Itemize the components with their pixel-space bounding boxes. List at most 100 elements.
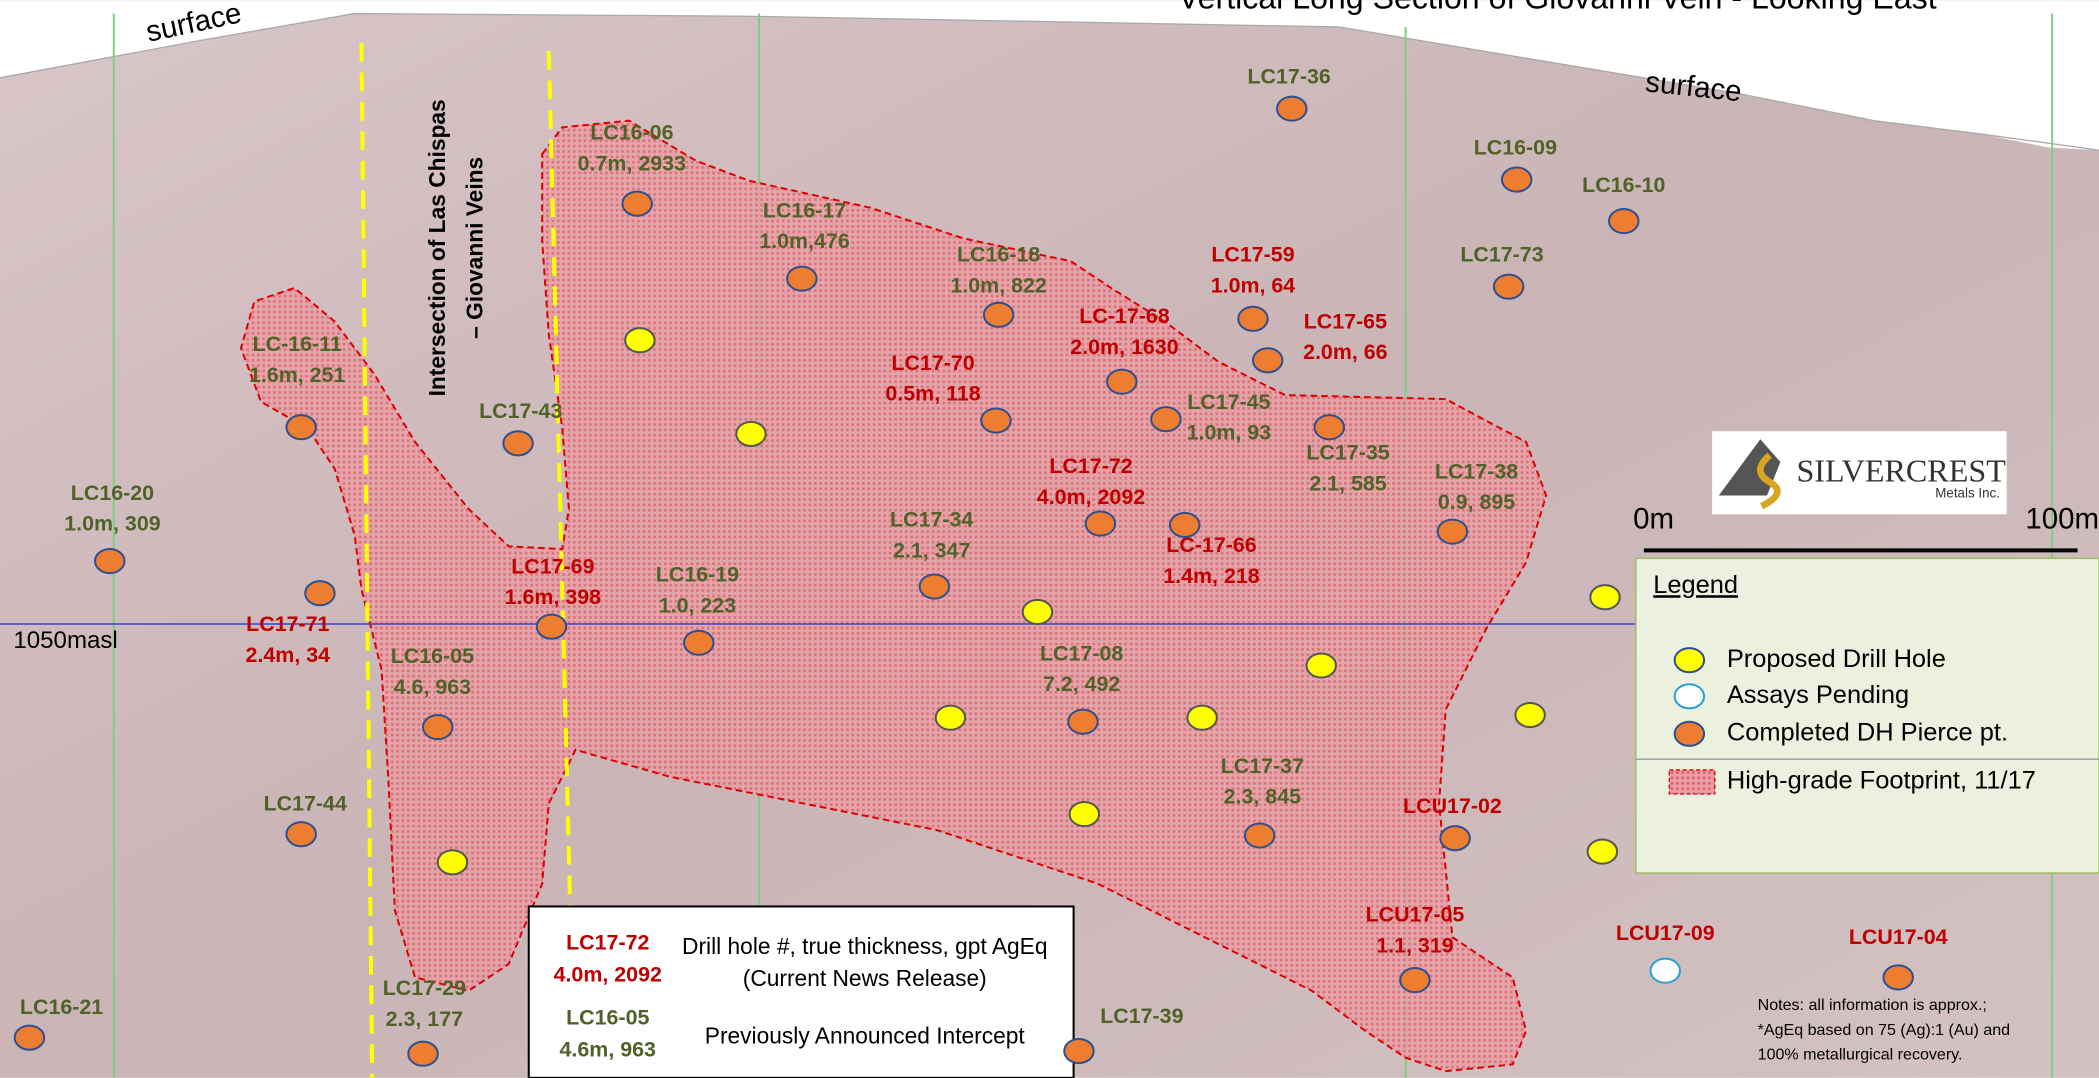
drill-dot	[502, 430, 534, 457]
drill-dot	[13, 1024, 46, 1051]
drill-dot	[1492, 273, 1525, 300]
drill-dot	[1500, 166, 1533, 193]
hole-id: LC-17-68	[1079, 304, 1170, 328]
drill-dot	[1276, 95, 1308, 122]
hole-id: LC17-71	[246, 612, 329, 636]
hole-id: LC17-73	[1460, 243, 1543, 267]
drill-dot	[735, 420, 767, 447]
hole-id: LC17-43	[479, 399, 562, 423]
legend-swatch	[1668, 769, 1716, 795]
drill-dot	[1150, 406, 1182, 433]
hole-result: 2.3, 845	[1224, 785, 1301, 809]
note: *AgEq based on 75 (Ag):1 (Au) and	[1758, 1021, 2010, 1039]
note: Notes: all information is approx.;	[1758, 996, 1987, 1014]
drill-dot	[285, 414, 317, 441]
level-label: 1050masl	[13, 627, 117, 654]
key-text: Drill hole #, true thickness, gpt AgEq	[682, 933, 1047, 959]
hole-id: LC16-06	[590, 121, 673, 145]
drill-dot	[1305, 652, 1337, 679]
drill-dot	[1586, 838, 1619, 865]
drill-dot	[980, 407, 1012, 434]
hole-id: LC17-70	[891, 351, 974, 375]
drill-dot	[94, 548, 126, 575]
surface-line	[0, 12, 2099, 151]
hole-id: LC16-09	[1474, 135, 1557, 159]
intersection-text: Intersection of Las Chispas	[424, 99, 450, 396]
hole-id: LCU17-02	[1403, 794, 1502, 818]
drill-dot	[1608, 208, 1640, 235]
legend-label: Assays Pending	[1727, 681, 1909, 709]
sky	[0, 0, 2099, 151]
drill-dot	[918, 573, 951, 600]
key-text: (Current News Release)	[743, 965, 987, 991]
key-id: LC17-72	[566, 931, 649, 955]
drill-dot	[1021, 598, 1054, 626]
drill-dot	[1251, 347, 1284, 374]
key-result: 4.0m, 2092	[554, 963, 662, 987]
hole-id: LC17-44	[264, 791, 347, 815]
hole-id: LC17-45	[1187, 390, 1270, 414]
hole-id: LC-16-11	[253, 332, 342, 356]
scale-start: 0m	[1633, 503, 1674, 536]
hole-id: LC16-20	[71, 481, 154, 505]
key-id: LC16-05	[566, 1006, 649, 1030]
hole-id: LC17-72	[1049, 454, 1132, 478]
hole-result: 0.9, 895	[1438, 490, 1515, 514]
drill-dot	[1399, 967, 1431, 994]
hole-result: 2.1, 585	[1309, 471, 1386, 495]
intersection-text: – Giovanni Veins	[462, 157, 488, 339]
legend-swatch	[1673, 720, 1706, 747]
title: Vertical Long Section of Giovanni Vein -…	[1178, 0, 1937, 16]
logo-s	[1757, 452, 1781, 510]
drill-dot	[1439, 825, 1471, 852]
legend-title: Legend	[1653, 571, 1738, 599]
hole-id: LC16-17	[763, 198, 846, 222]
drill-dot	[1186, 704, 1218, 731]
hole-result: 1.0m, 822	[950, 273, 1046, 297]
drill-dot	[1882, 964, 1914, 991]
hole-id: LCU17-05	[1366, 902, 1465, 926]
legend: Legend	[1635, 557, 2099, 874]
hole-id: LC-17-66	[1166, 533, 1257, 557]
high-grade-footprint	[239, 119, 1548, 1073]
hole-result: 4.0m, 2092	[1037, 485, 1145, 509]
logo: SILVERCREST Metals Inc.	[1712, 431, 2007, 515]
hole-result: 1.6m, 398	[505, 585, 601, 609]
drill-dot	[683, 629, 715, 656]
hole-result: 1.1, 319	[1376, 933, 1453, 957]
drill-dot	[1514, 701, 1546, 729]
hole-result: 2.1, 347	[893, 538, 970, 562]
legend-label: High-grade Footprint, 11/17	[1727, 767, 2036, 795]
drill-dot	[621, 190, 653, 217]
drill-dot	[407, 1040, 439, 1067]
hole-result: 1.0m,476	[759, 229, 850, 253]
key-result: 4.6m, 963	[560, 1038, 656, 1062]
drill-dot	[1649, 957, 1682, 984]
hole-id: LCU17-04	[1849, 925, 1948, 949]
scale-end: 100m	[2025, 503, 2099, 536]
hole-id: LC16-19	[656, 562, 739, 586]
hole-result: 0.7m, 2933	[578, 152, 686, 176]
logo-sub: Metals Inc.	[1935, 486, 2000, 501]
hole-id: LC17-34	[890, 508, 973, 532]
drill-dot	[304, 580, 336, 607]
hole-result: 1.6m, 251	[249, 363, 345, 387]
drill-dot	[1237, 305, 1269, 332]
hole-id: LC16-05	[391, 644, 474, 668]
drill-dot	[1313, 414, 1346, 441]
key-box	[527, 905, 1075, 1078]
hole-result: 2.0m, 1630	[1070, 335, 1178, 359]
hole-result: 1.4m, 218	[1163, 564, 1259, 588]
drill-dot	[422, 714, 454, 741]
hole-result: 0.5m, 118	[885, 382, 980, 406]
hole-id: LC17-37	[1221, 754, 1304, 778]
hole-id: LC17-59	[1211, 243, 1294, 267]
hole-result: 1.0, 223	[659, 593, 736, 617]
hole-id: LC16-18	[957, 243, 1040, 267]
drill-dot	[1243, 822, 1276, 849]
logo-name: SILVERCREST	[1796, 452, 2006, 488]
legend-swatch	[1673, 647, 1706, 674]
hole-id: LC17-65	[1304, 309, 1387, 333]
hole-id: LC17-36	[1247, 64, 1330, 88]
